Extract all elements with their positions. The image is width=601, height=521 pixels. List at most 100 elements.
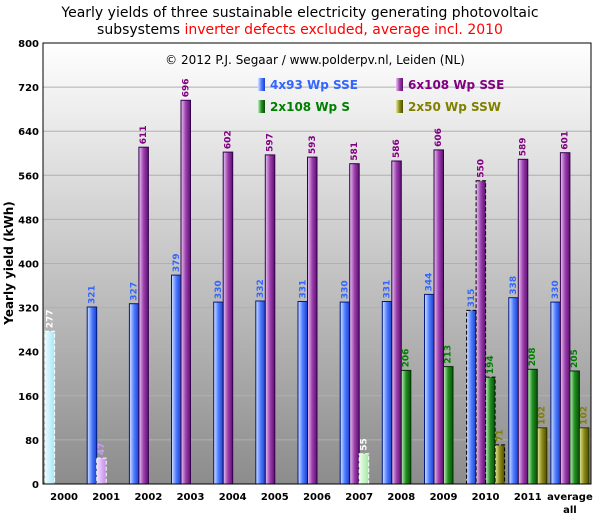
x-tick-label: 2009: [430, 492, 458, 503]
y-tick-label: 480: [18, 215, 39, 226]
bar: [349, 163, 360, 485]
x-tick-label: 2004: [219, 492, 247, 503]
y-tick-label: 80: [25, 436, 39, 447]
legend-label-2x50: 2x50 Wp SSW: [408, 100, 501, 114]
x-tick-label: 2001: [92, 492, 120, 503]
plot-border: [42, 42, 592, 485]
legend-swatch-6x108: [396, 78, 403, 91]
bar: [297, 301, 308, 485]
bar: [213, 301, 224, 485]
bar: [180, 99, 191, 485]
data-label: 597: [266, 133, 276, 152]
data-label: 602: [223, 130, 233, 149]
x-tick-label: 2006: [303, 492, 331, 503]
data-label: 208: [528, 348, 538, 367]
bar: [96, 457, 107, 485]
bar: [128, 303, 140, 485]
x-tick-label: 2003: [177, 492, 205, 503]
bar: [339, 301, 351, 485]
bar: [536, 427, 548, 485]
bar: [550, 301, 561, 485]
x-tick-label: 2007: [345, 492, 373, 503]
bar: [559, 152, 571, 485]
bar: [475, 180, 487, 485]
data-label: 338: [509, 276, 519, 295]
data-label: 331: [383, 280, 393, 299]
data-label: 213: [444, 345, 454, 364]
data-label: 102: [580, 406, 590, 425]
chart-title-line2: subsystems inverter defects excluded, av…: [97, 22, 503, 38]
y-tick-label: 160: [18, 392, 39, 403]
legend-swatch-4x93: [258, 78, 265, 91]
y-tick-label: 400: [18, 260, 39, 271]
data-label: 331: [298, 280, 308, 299]
bar: [494, 444, 506, 485]
y-tick-label: 720: [18, 83, 39, 94]
legend-label-4x93: 4x93 Wp SSE: [270, 78, 358, 92]
data-label: 194: [486, 355, 496, 374]
bar: [264, 154, 276, 485]
legend-label-2x108: 2x108 Wp S: [270, 100, 350, 114]
data-label: 330: [340, 280, 350, 299]
data-label: 330: [551, 280, 561, 299]
data-labels-group: 277 321 47 327 611 379 696 330 602 332 597 331 593 33…: [45, 79, 589, 456]
bar: [307, 156, 318, 485]
data-label: 344: [425, 273, 435, 292]
data-label: 379: [172, 253, 182, 272]
x-tick-label: 2002: [134, 492, 162, 503]
legend: 4x93 Wp SSE 6x108 Wp SSE 2x108 Wp S 2x50…: [258, 78, 504, 114]
bars-group: [44, 99, 590, 485]
y-tick-label: 800: [18, 39, 39, 50]
bar: [138, 146, 149, 485]
bar: [527, 368, 538, 485]
y-tick-label: 240: [18, 348, 39, 359]
bar: [443, 366, 454, 485]
bar: [222, 151, 234, 485]
data-label: 315: [467, 289, 477, 308]
data-label: 550: [476, 159, 486, 178]
bar: [424, 293, 435, 485]
copyright-text: © 2012 P.J. Segaar / www.polderpv.nl, Le…: [165, 53, 465, 67]
chart-title-line2-black: subsystems: [97, 22, 184, 38]
bar: [578, 427, 590, 485]
y-tick-labels: 0 80 160 240 320 400 480 560 640 720 800: [18, 39, 39, 491]
x-tick-labels: 2000 2001 2002 2003 2004 2005 2006 2007 2008 2009…: [50, 492, 593, 516]
y-tick-label: 560: [18, 171, 39, 182]
data-label: 586: [392, 139, 402, 158]
bar: [400, 369, 412, 485]
x-tick-label: 2005: [261, 492, 289, 503]
data-label: 327: [130, 282, 140, 301]
bar: [466, 309, 477, 485]
data-label: 205: [570, 349, 580, 368]
bar: [485, 376, 496, 485]
bar: [358, 453, 370, 485]
y-tick-label: 0: [32, 480, 39, 491]
data-label: 593: [308, 135, 318, 154]
y-tick-label: 640: [18, 127, 39, 138]
data-label: 47: [97, 443, 107, 456]
y-tick-label: 320: [18, 304, 39, 315]
bar: [381, 301, 393, 485]
bar: [569, 370, 580, 485]
data-label: 55: [359, 438, 369, 451]
x-tick-label: 2008: [387, 492, 415, 503]
chart-title-line1: Yearly yields of three sustainable elect…: [60, 5, 538, 21]
x-tick-sublabel: all: [563, 505, 577, 516]
data-label: 581: [350, 142, 360, 161]
data-label: 71: [495, 429, 505, 442]
y-axis-label: Yearly yield (kWh): [2, 201, 16, 326]
data-label: 332: [256, 279, 266, 298]
bar: [86, 306, 98, 485]
data-label: 589: [519, 138, 529, 157]
bar: [508, 297, 519, 485]
data-label: 206: [402, 349, 412, 368]
data-label: 102: [538, 406, 548, 425]
data-label: 277: [45, 310, 55, 329]
x-tick-label: average: [547, 492, 593, 503]
data-label: 321: [88, 285, 98, 304]
data-label: 696: [181, 79, 191, 98]
chart-title-line2-red: inverter defects excluded, average incl.…: [184, 22, 503, 38]
bar: [44, 330, 56, 485]
legend-swatch-2x108: [258, 100, 265, 113]
